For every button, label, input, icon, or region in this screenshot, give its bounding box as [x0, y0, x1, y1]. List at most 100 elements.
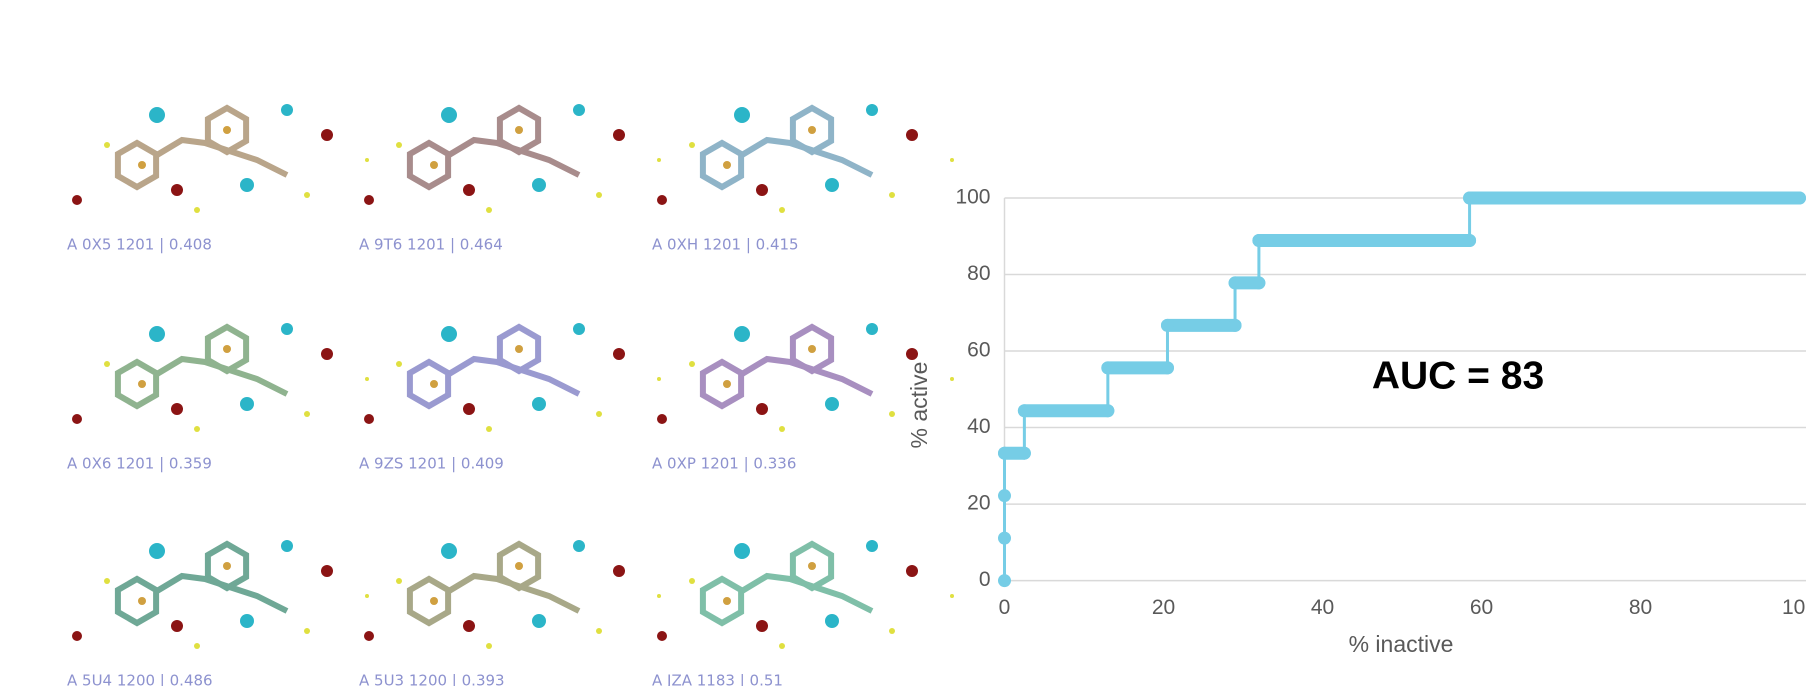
atom [657, 158, 661, 162]
atom [613, 348, 625, 360]
atom [396, 361, 402, 367]
auc-label: AUC = 83 [1372, 354, 1544, 397]
atom [321, 565, 333, 577]
bond [742, 359, 872, 394]
atom [573, 104, 585, 116]
ring [703, 579, 741, 623]
atom [304, 628, 310, 634]
atom [825, 397, 839, 411]
bond [742, 140, 872, 175]
atom [171, 184, 183, 196]
atom [596, 628, 602, 634]
atom [779, 207, 785, 213]
x-tick-label: 20 [1152, 596, 1175, 619]
atom [808, 562, 816, 570]
atom [723, 380, 731, 388]
atom [889, 192, 895, 198]
point [1018, 447, 1031, 460]
atom [281, 104, 293, 116]
atom [723, 161, 731, 169]
atom [906, 129, 918, 141]
molecule-caption: A JZA 1183 | 0.51 [652, 672, 783, 686]
molecule-caption: A 0X5 1201 | 0.408 [67, 236, 212, 254]
atom [138, 161, 146, 169]
molecule-caption: A 5U3 1200 | 0.393 [359, 672, 505, 686]
atom [689, 361, 695, 367]
atom [756, 184, 768, 196]
atom [723, 597, 731, 605]
atom [532, 397, 546, 411]
atom [689, 142, 695, 148]
page: A 0X5 1201 | 0.408 A 9T6 1201 | 0.464 A 0X… [0, 0, 1806, 686]
atom [889, 411, 895, 417]
molecule [72, 540, 369, 649]
point [998, 532, 1011, 545]
atom [149, 326, 165, 342]
atom [734, 543, 750, 559]
atom [72, 414, 82, 424]
molecule-caption: A 0XH 1201 | 0.415 [652, 236, 799, 254]
atom [532, 614, 546, 628]
point [1793, 192, 1806, 205]
atom [689, 578, 695, 584]
y-tick-label: 40 [967, 415, 990, 438]
x-axis-title: % inactive [1349, 631, 1454, 657]
atom [756, 620, 768, 632]
x-tick-label: 100 [1782, 596, 1806, 619]
atom [950, 377, 954, 381]
atom [441, 326, 457, 342]
point [1229, 276, 1242, 289]
atom [657, 195, 667, 205]
point [998, 447, 1011, 460]
atom [950, 158, 954, 162]
ring [703, 362, 741, 406]
molecule [364, 540, 661, 649]
atom [223, 562, 231, 570]
atom [364, 195, 374, 205]
atom [463, 403, 475, 415]
atom [825, 178, 839, 192]
atom [515, 562, 523, 570]
atom [194, 426, 200, 432]
bond [449, 359, 579, 394]
atom [365, 158, 369, 162]
atom [906, 348, 918, 360]
point [1252, 276, 1265, 289]
y-tick-label: 80 [967, 262, 990, 285]
atom [657, 631, 667, 641]
atom [657, 377, 661, 381]
atom [808, 126, 816, 134]
atom [72, 195, 82, 205]
point [1018, 404, 1031, 417]
atom [240, 397, 254, 411]
molecule [364, 104, 661, 213]
atom [223, 345, 231, 353]
atom [171, 620, 183, 632]
atom [223, 126, 231, 134]
y-tick-label: 20 [967, 492, 990, 515]
atom [866, 323, 878, 335]
molecule-caption: A 0XP 1201 | 0.336 [652, 455, 796, 473]
atom [430, 380, 438, 388]
ring [410, 362, 448, 406]
molecule-caption: A 9ZS 1201 | 0.409 [359, 455, 504, 473]
y-axis-title: % active [906, 362, 932, 449]
molecule-caption: A 0X6 1201 | 0.359 [67, 455, 212, 473]
x-tick-label: 0 [999, 596, 1011, 619]
point [1161, 319, 1174, 332]
molecule-caption: A 9T6 1201 | 0.464 [359, 236, 503, 254]
atom [486, 207, 492, 213]
atom [596, 192, 602, 198]
atom [950, 594, 954, 598]
atom [104, 361, 110, 367]
atom [365, 377, 369, 381]
y-tick-label: 60 [967, 339, 990, 362]
ring [703, 143, 741, 187]
point [1229, 319, 1242, 332]
molecule [72, 104, 369, 213]
point [1161, 361, 1174, 374]
atom [779, 643, 785, 649]
atom [321, 348, 333, 360]
point [1101, 404, 1114, 417]
atom [149, 543, 165, 559]
